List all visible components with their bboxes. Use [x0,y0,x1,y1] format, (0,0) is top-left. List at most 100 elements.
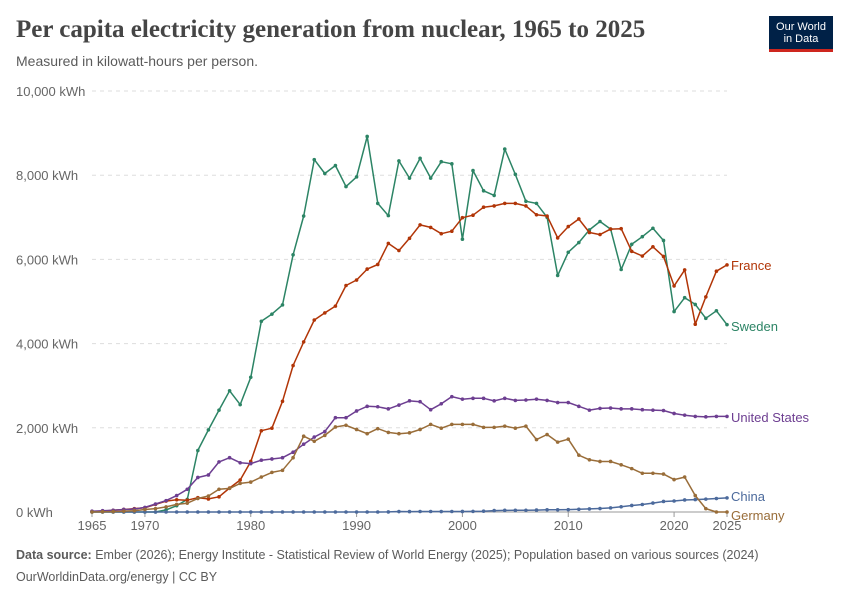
data-point [323,433,327,438]
data-point [259,428,264,433]
data-point [428,422,433,427]
data-point [386,407,391,411]
data-point [471,422,475,427]
data-point [196,448,200,453]
data-point [185,510,190,514]
data-point [534,201,539,206]
data-point [428,176,433,180]
data-point [174,497,179,502]
data-point [682,475,687,479]
data-point [629,503,634,508]
data-point [629,466,634,471]
data-point [640,471,645,476]
data-point [375,262,380,267]
data-point [524,398,528,402]
data-point [291,252,295,257]
data-point [386,430,391,435]
y-tick-label: 4,000 kWh [16,337,78,352]
x-tick-label: 2010 [554,518,583,533]
data-point [481,205,486,209]
data-point [545,398,549,403]
data-point [619,463,623,467]
data-point [354,427,359,432]
data-point [492,399,496,403]
source-label: Data source: [16,548,92,562]
data-point [566,400,571,405]
data-point [439,231,444,236]
data-point [397,509,401,514]
data-point [365,134,369,139]
data-point [185,498,190,503]
x-tick-label: 2025 [713,518,742,533]
data-point [524,508,528,513]
data-point [450,509,454,514]
data-point [534,437,539,442]
data-point [344,184,348,189]
data-point [672,284,676,288]
data-point [280,510,285,514]
x-tick-label: 1965 [78,518,107,533]
data-point [365,267,369,271]
data-point [407,509,412,514]
data-point [386,510,391,514]
data-point [450,422,454,427]
data-point [407,236,412,241]
data-point [450,162,454,166]
data-point [111,509,115,514]
data-point [280,455,285,460]
data-point [513,201,518,206]
data-point [354,278,359,282]
data-point [598,219,602,224]
data-point [407,399,412,403]
data-point [397,159,401,163]
data-point [566,250,571,255]
data-point [545,432,549,437]
data-point [471,396,475,401]
data-point [344,510,348,514]
data-point [672,477,676,482]
data-point [682,498,687,502]
data-point [333,304,338,308]
owid-logo[interactable]: Our World in Data [769,16,833,52]
data-point [164,505,168,509]
chart-title: Per capita electricity generation from n… [16,16,646,43]
data-point [693,302,698,307]
data-point [651,226,655,231]
data-point [238,460,242,465]
data-point [619,407,623,411]
owid-link[interactable]: OurWorldinData.org/energy [16,570,169,584]
data-point [534,397,539,401]
data-point [481,396,486,401]
x-tick-label: 1980 [236,518,265,533]
data-point [439,426,444,431]
data-point [121,509,126,513]
series-label: France [731,258,771,273]
data-point [291,455,295,460]
data-point [418,156,422,161]
data-point [704,497,708,501]
data-point [248,480,253,484]
data-point [460,237,465,241]
chart-subtitle: Measured in kilowatt-hours per person. [16,53,259,69]
data-point [164,510,168,514]
data-point [672,309,676,314]
data-point [725,510,729,514]
series-label: Germany [731,508,785,523]
data-point [693,497,698,502]
data-point [492,204,496,208]
data-point [481,509,486,513]
data-point [555,400,560,405]
data-point [640,254,645,258]
data-point [577,507,581,512]
data-point [196,475,200,480]
data-point [714,308,719,313]
y-tick-label: 6,000 kWh [16,252,78,267]
data-point [566,224,571,229]
data-point [502,201,507,206]
data-point [312,435,317,439]
data-point [365,510,369,514]
data-point [270,470,274,475]
data-point [397,431,401,436]
data-point [661,499,666,504]
data-point [534,508,539,512]
